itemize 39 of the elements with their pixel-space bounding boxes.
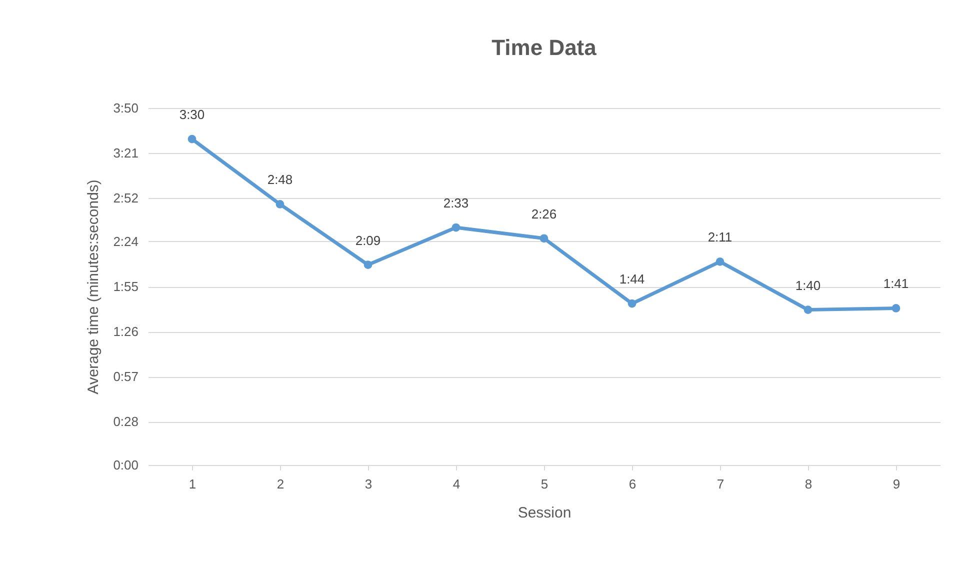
y-axis-title: Average time (minutes:seconds)	[85, 180, 102, 394]
y-tick-label: 3:21	[113, 146, 138, 161]
data-label: 2:33	[443, 196, 469, 211]
x-tick-label: 9	[892, 476, 900, 492]
data-label: 3:30	[179, 107, 205, 122]
point	[892, 304, 900, 312]
point	[452, 223, 460, 232]
y-tick-label: 0:57	[113, 369, 138, 384]
x-tick-label: 1	[188, 476, 196, 492]
x-tick-label: 4	[452, 476, 460, 492]
x-tick-label: 6	[628, 476, 636, 492]
x-tick-label: 8	[804, 476, 812, 492]
point	[276, 200, 284, 208]
y-tick-label: 2:52	[113, 190, 138, 206]
data-label: 1:40	[795, 278, 821, 293]
y-tick-label: 1:55	[113, 279, 138, 294]
data-label: 2:09	[355, 232, 381, 248]
point	[364, 260, 372, 269]
x-tick-label: 5	[540, 476, 548, 492]
y-tick-label: 3:50	[113, 100, 138, 116]
data-label: 1:41	[883, 276, 909, 292]
x-tick-label: 3	[364, 476, 372, 492]
y-tick-label: 1:26	[113, 324, 138, 340]
point	[716, 257, 724, 266]
data-label: 1:44	[619, 272, 645, 287]
point	[804, 306, 812, 314]
point	[188, 134, 196, 144]
x-tick-label: 2	[276, 476, 284, 492]
data-label: 2:48	[267, 172, 293, 188]
data-label: 2:11	[708, 230, 732, 245]
point	[628, 299, 636, 308]
y-tick-label: 0:28	[113, 414, 138, 430]
x-tick-label: 7	[716, 476, 724, 492]
y-tick-label: 0:00	[113, 458, 138, 472]
data-label: 2:26	[531, 206, 557, 222]
point	[540, 234, 548, 243]
y-tick-label: 2:24	[113, 234, 138, 249]
chart-title: Time Data	[492, 35, 598, 60]
x-axis-title: Session	[518, 504, 572, 522]
